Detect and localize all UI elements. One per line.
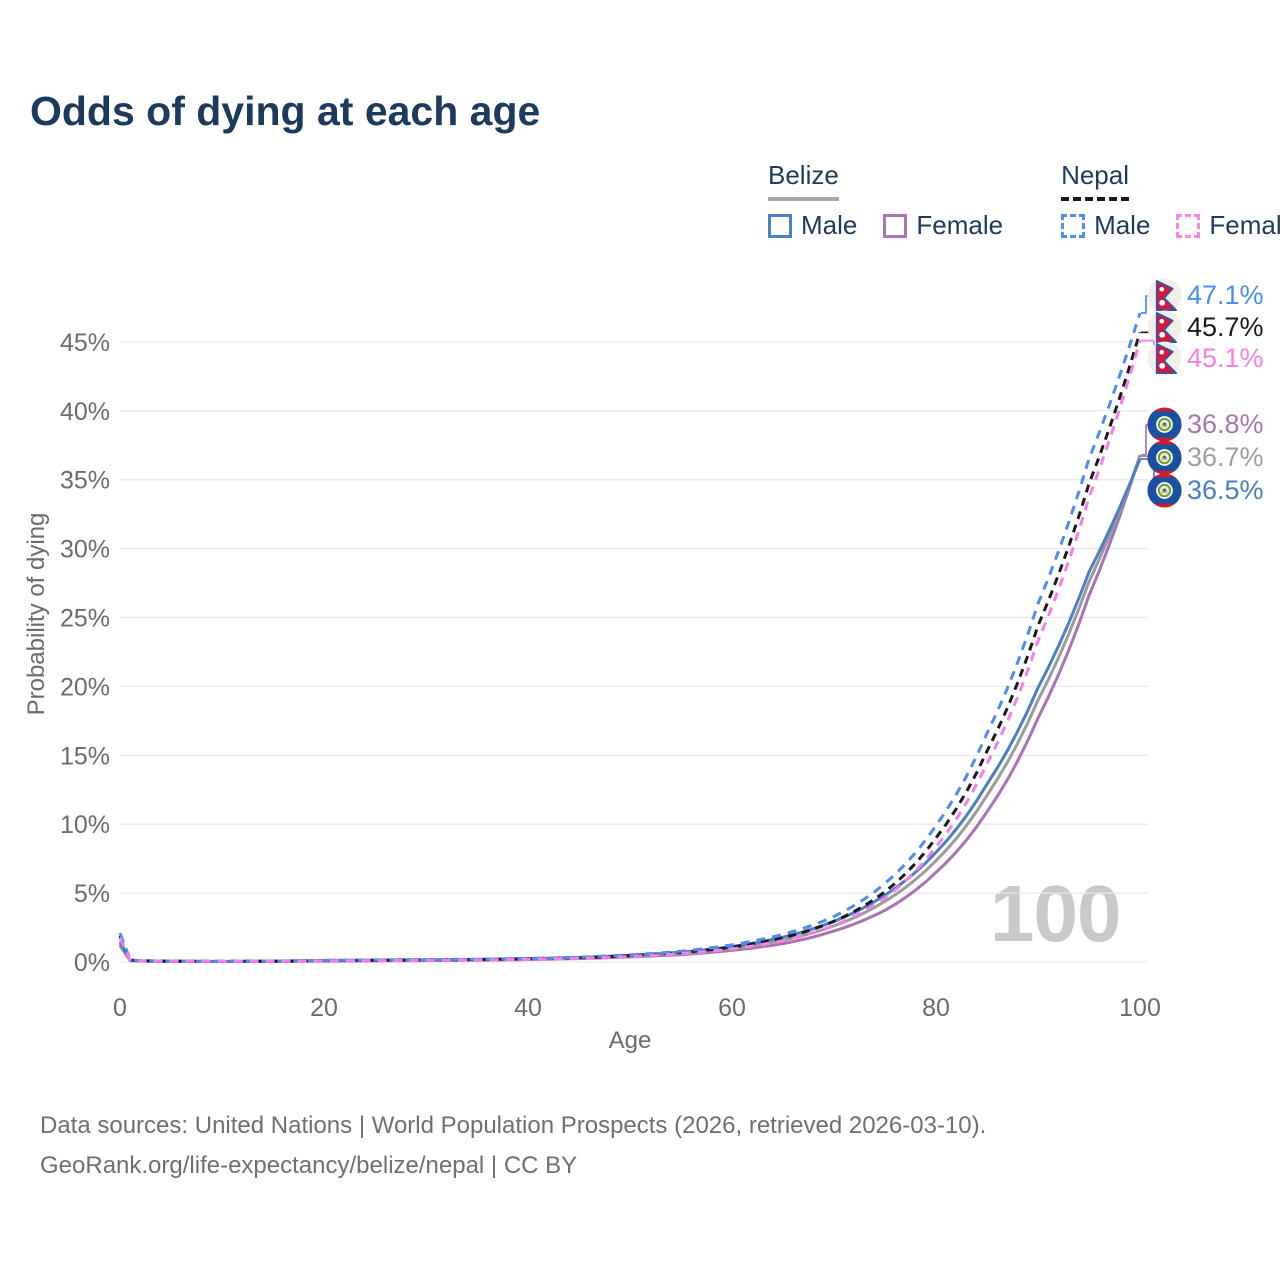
tick-labels: 0% 5% 10% 15% 20% 25% 30% 35% 40% 45% 0 20 40 60 80 100 <box>60 329 1161 1022</box>
leader-line-nepal-male <box>1141 295 1158 314</box>
legend-swatch-belize-female <box>883 213 908 238</box>
legend-header-belize[interactable]: Belize <box>768 160 839 201</box>
y-tick-label: 40% <box>60 398 110 426</box>
series-line-nepal-female[interactable] <box>118 340 1142 963</box>
y-tick-label: 25% <box>60 605 110 633</box>
series-line-belize-total[interactable] <box>118 455 1142 963</box>
legend-swatch-belize-male <box>768 213 792 238</box>
x-axis-title: Age <box>609 1027 652 1054</box>
series-line-belize-male[interactable] <box>118 458 1142 963</box>
leader-line-nepal-female <box>1141 339 1158 360</box>
y-tick-label: 20% <box>60 673 110 701</box>
legend-item-label: Female <box>916 210 1004 240</box>
footer: Data sources: United Nations | World Pop… <box>40 1106 986 1186</box>
gridlines <box>120 341 1148 963</box>
legend-row-belize: Male Female <box>768 210 1003 241</box>
legend-group-belize: Belize Male Female <box>768 160 1003 241</box>
series-lines <box>118 312 1142 963</box>
x-tick-label: 60 <box>718 994 746 1022</box>
x-tick-label: 40 <box>514 994 542 1022</box>
legend-header-nepal[interactable]: Nepal <box>1061 160 1129 201</box>
legend-item-label: Male <box>801 210 858 240</box>
y-tick-label: 30% <box>60 536 110 564</box>
legend-swatch-nepal-male <box>1061 213 1086 238</box>
y-tick-label: 5% <box>74 880 110 908</box>
leader-lines <box>1141 295 1158 492</box>
legend-group-nepal: Nepal Male Female <box>1061 160 1280 241</box>
x-tick-label: 0 <box>113 994 127 1022</box>
x-tick-label: 80 <box>922 994 950 1022</box>
y-axis-title: Probability of dying <box>23 513 50 716</box>
x-tick-label: 20 <box>310 994 338 1022</box>
series-line-belize-female[interactable] <box>118 454 1142 963</box>
legend-item-label: Female <box>1209 210 1280 240</box>
legend: Belize Male Female Nepal Male Female <box>768 160 1280 241</box>
y-tick-label: 35% <box>60 467 110 495</box>
legend-item-nepal-male[interactable]: Male <box>1061 210 1150 241</box>
legend-row-nepal: Male Female <box>1061 210 1280 241</box>
y-tick-label: 10% <box>60 811 110 839</box>
footer-sources-line: Data sources: United Nations | World Pop… <box>40 1112 987 1139</box>
footer-attribution-line: GeoRank.org/life-expectancy/belize/nepal… <box>40 1152 578 1179</box>
series-line-nepal-total[interactable] <box>118 331 1142 963</box>
y-tick-label: 0% <box>74 949 110 977</box>
x-tick-label: 100 <box>1119 994 1161 1022</box>
y-tick-label: 15% <box>60 742 110 770</box>
legend-swatch-nepal-female <box>1176 213 1201 238</box>
legend-item-nepal-female[interactable]: Female <box>1176 210 1280 241</box>
y-tick-label: 45% <box>60 329 110 357</box>
legend-item-belize-female[interactable]: Female <box>883 210 1003 241</box>
leader-line-nepal-total <box>1141 327 1158 334</box>
series-line-nepal-male[interactable] <box>118 312 1142 963</box>
hover-age-watermark: 100 <box>990 869 1121 958</box>
legend-item-belize-male[interactable]: Male <box>768 210 857 241</box>
legend-item-label: Male <box>1094 210 1151 240</box>
leader-line-belize-total <box>1141 455 1158 459</box>
leader-line-belize-male <box>1141 458 1158 492</box>
page-title: Odds of dying at each age <box>30 88 541 134</box>
leader-line-belize-female <box>1141 424 1158 456</box>
